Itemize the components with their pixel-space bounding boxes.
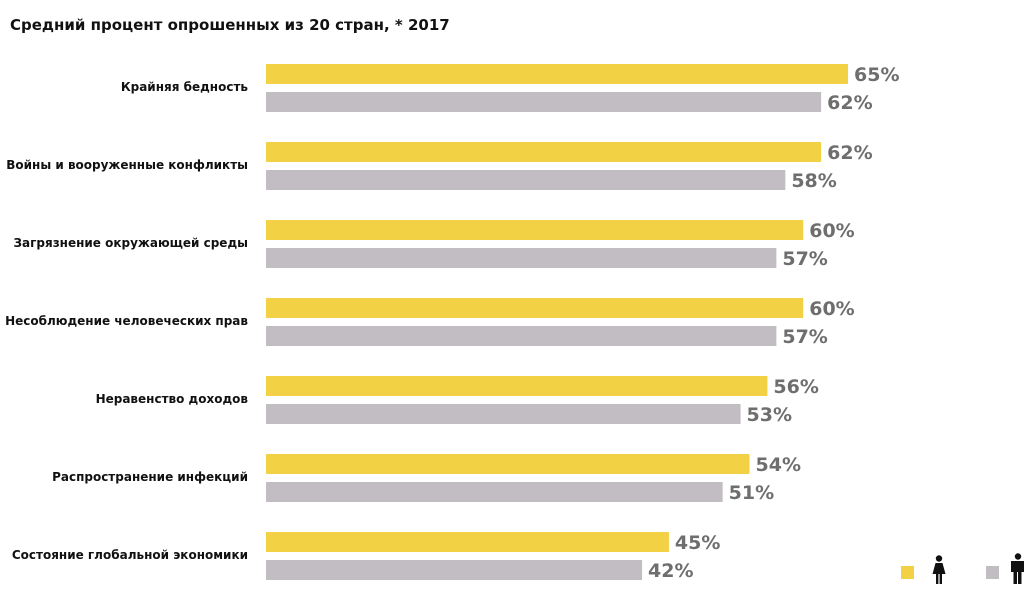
category-label: Несоблюдение человеческих прав [5, 314, 248, 328]
chart-title: Средний процент опрошенных из 20 стран, … [10, 16, 450, 34]
value-label: 42% [648, 560, 693, 582]
value-label: 62% [827, 142, 872, 164]
bar-female [266, 298, 804, 318]
bar-male [266, 326, 777, 346]
bar-female [266, 142, 822, 162]
category-label: Состояние глобальной экономики [12, 548, 248, 562]
value-label: 65% [854, 64, 899, 86]
bar-male [266, 92, 822, 112]
value-label: 60% [809, 220, 854, 242]
bar-female [266, 220, 804, 240]
value-label: 56% [773, 376, 818, 398]
bar-female [266, 454, 750, 474]
female-icon [932, 555, 946, 584]
category-label: Загрязнение окружающей среды [14, 236, 249, 250]
bar-female [266, 532, 669, 552]
value-label: 60% [809, 298, 854, 320]
value-label: 51% [729, 482, 774, 504]
value-label: 58% [791, 170, 836, 192]
bar-male [266, 170, 786, 190]
bar-male [266, 560, 643, 580]
legend-swatch-female [901, 566, 914, 579]
category-label: Крайняя бедность [121, 80, 249, 94]
value-label: 62% [827, 92, 872, 114]
category-label: Распространение инфекций [52, 470, 248, 484]
value-label: 57% [782, 248, 827, 270]
bar-male [266, 248, 777, 268]
value-label: 53% [747, 404, 792, 426]
value-label: 57% [782, 326, 827, 348]
bar-female [266, 64, 848, 84]
category-label: Войны и вооруженные конфликты [6, 158, 248, 172]
bar-male [266, 482, 723, 502]
male-icon [1011, 553, 1024, 584]
value-label: 45% [675, 532, 720, 554]
category-label: Неравенство доходов [96, 392, 249, 406]
bar-male [266, 404, 741, 424]
bar-female [266, 376, 768, 396]
value-label: 54% [756, 454, 801, 476]
legend-swatch-male [986, 566, 999, 579]
